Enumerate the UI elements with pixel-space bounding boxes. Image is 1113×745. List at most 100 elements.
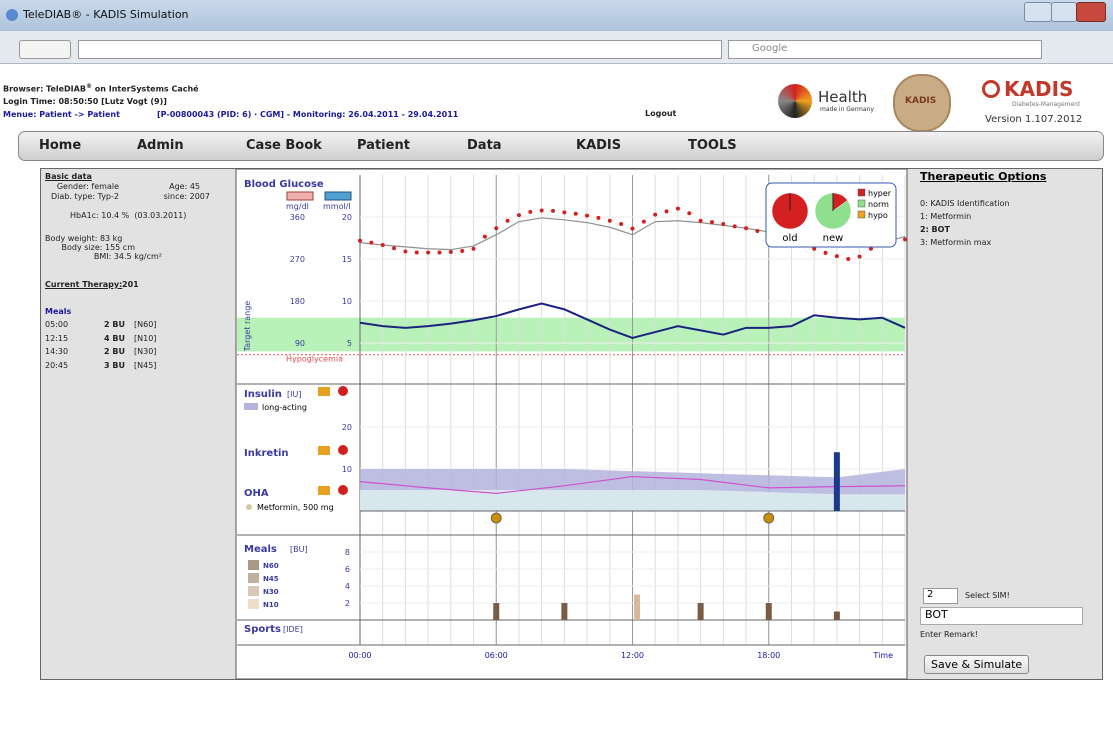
health-logo <box>778 84 812 118</box>
nav-item[interactable]: Data <box>467 138 502 153</box>
mmol-swatch <box>324 191 352 201</box>
minimize-button[interactable] <box>1024 2 1052 22</box>
therapy-option[interactable]: 3: Metformin max <box>920 238 992 247</box>
glucose-point <box>675 206 680 211</box>
x-tick-label: 18:00 <box>757 651 780 660</box>
nav-item[interactable]: KADIS <box>576 138 622 153</box>
meal-time: 14:30 <box>45 347 69 356</box>
glucose-point <box>551 208 556 213</box>
inkretin-bar <box>833 452 840 511</box>
y-tick-label: 8 <box>345 548 350 557</box>
legend-label: N45 <box>263 575 279 583</box>
y2-tick-label: 15 <box>342 255 352 264</box>
chart-frame <box>235 168 908 680</box>
legend-swatch <box>244 403 258 410</box>
health-sub: made in Germany <box>820 106 874 113</box>
glucose-point <box>380 242 385 247</box>
glucose-point <box>755 228 760 233</box>
glucose-point <box>846 256 851 261</box>
browser-prefix: Browser: TeleDIAB <box>3 84 86 94</box>
logout[interactable]: Logout <box>645 109 677 118</box>
nav-item[interactable]: Admin <box>137 138 184 153</box>
therapy-option[interactable]: 0: KADIS Identification <box>920 199 1010 208</box>
insulin-title: Insulin <box>244 389 282 400</box>
meals-title: Meals <box>45 307 72 316</box>
glucose-point <box>369 240 374 245</box>
y-tick-label: 4 <box>345 582 350 591</box>
meal-bar <box>561 603 568 620</box>
glucose-point <box>482 234 487 239</box>
y-tick-label: 6 <box>345 565 350 574</box>
delete-icon[interactable] <box>338 485 348 495</box>
glucose-point <box>426 250 431 255</box>
weight: Body weight: 83 kg <box>45 234 123 243</box>
y2-tick-label: 10 <box>342 297 352 306</box>
diab-type: Diab. type: Typ-2 <box>51 192 119 201</box>
meal-bar <box>634 594 641 620</box>
meal-bu: 2 BU <box>104 320 125 329</box>
glucose-point <box>585 213 590 218</box>
search-field[interactable] <box>728 40 1042 59</box>
back-forward[interactable] <box>19 40 71 59</box>
version: Version 1.107.2012 <box>985 114 1083 125</box>
sim-label: Select SIM! <box>965 591 1010 600</box>
therapy-option[interactable]: 1: Metformin <box>920 212 972 221</box>
kadis-sub: Diabetes-Management <box>1012 101 1081 108</box>
window-title: TeleDIAB® - KADIS Simulation <box>23 8 189 21</box>
therapy-option[interactable]: 2: BOT <box>920 225 950 234</box>
glucose-point <box>414 250 419 255</box>
meal-bar <box>493 603 500 620</box>
legend-swatch <box>857 210 866 219</box>
folder-icon[interactable] <box>318 446 330 455</box>
legend-label: hypo <box>868 211 888 220</box>
glucose-point <box>437 250 442 255</box>
since: since: 2007 <box>163 192 210 201</box>
glucose-point <box>528 209 533 214</box>
nav-item[interactable]: Home <box>39 138 82 153</box>
meal-time: 20:45 <box>45 360 69 370</box>
folder-icon[interactable] <box>318 387 330 396</box>
glucose-point <box>516 213 521 218</box>
glucose-point <box>596 215 601 220</box>
browser-suffix: on InterSystems Caché <box>91 84 199 94</box>
nav-item[interactable]: TOOLS <box>688 138 737 153</box>
glucose-point <box>494 226 499 231</box>
glucose-point <box>562 210 567 215</box>
meal-time: 05:00 <box>45 320 69 329</box>
nav-item[interactable]: Patient <box>357 138 410 153</box>
glucose-point <box>607 218 612 223</box>
nav-item[interactable]: Case Book <box>246 138 322 153</box>
legend-label: N30 <box>263 588 279 596</box>
glucose-point <box>812 246 817 251</box>
meal-bar <box>833 611 840 620</box>
remark-input[interactable]: BOT <box>920 607 1083 625</box>
delete-icon[interactable] <box>338 445 348 455</box>
metformin-dose <box>763 512 775 524</box>
insulin-icons <box>318 386 348 495</box>
inkretin-title: Inkretin <box>244 448 289 459</box>
glucose-point <box>539 208 544 213</box>
meal-time: 12:15 <box>45 333 69 343</box>
glucose-point <box>460 249 465 254</box>
folder-icon[interactable] <box>318 486 330 495</box>
glucose-point <box>732 224 737 229</box>
y2-tick-label: 5 <box>347 339 352 348</box>
glucose-point <box>664 209 669 214</box>
sim-select[interactable]: 2 <box>923 588 958 604</box>
glucose-point <box>653 212 658 217</box>
options-title: Therapeutic Options <box>920 170 1047 183</box>
hba1c: HbA1c: 10.4 % (03.03.2011) <box>70 211 187 220</box>
save-button[interactable]: Save & Simulate <box>924 655 1030 674</box>
glucose-title: Blood Glucose <box>244 179 324 190</box>
maximize-button[interactable] <box>1051 2 1077 22</box>
meal-bar <box>765 603 772 620</box>
address-field[interactable] <box>78 40 722 59</box>
unit-mgdl: mg/dl <box>286 202 309 211</box>
glucose-point <box>641 219 646 224</box>
glucose-point <box>573 211 578 216</box>
close-button[interactable] <box>1076 2 1106 22</box>
meal-bu: 4 BU <box>104 333 125 343</box>
delete-icon[interactable] <box>338 386 348 396</box>
therapy-value: 201 <box>122 280 139 289</box>
